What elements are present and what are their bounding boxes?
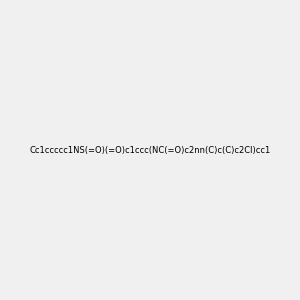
Text: Cc1ccccc1NS(=O)(=O)c1ccc(NC(=O)c2nn(C)c(C)c2Cl)cc1: Cc1ccccc1NS(=O)(=O)c1ccc(NC(=O)c2nn(C)c(… <box>29 146 271 154</box>
